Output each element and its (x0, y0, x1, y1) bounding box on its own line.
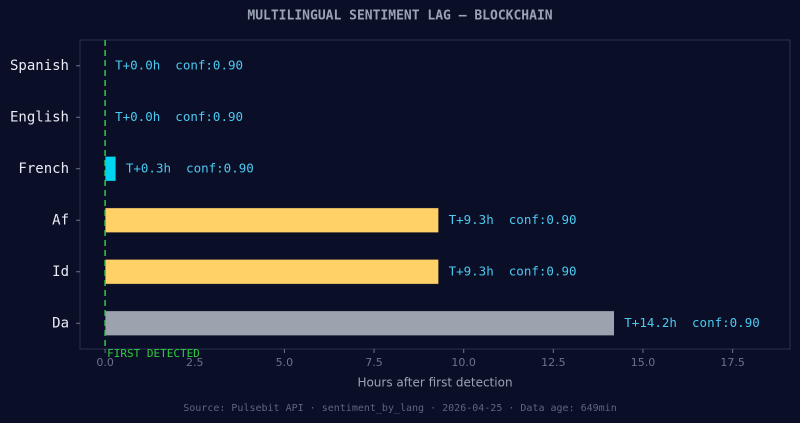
x-tick-label: 10.0 (451, 356, 476, 369)
bar (104, 156, 117, 182)
footer: Source: Pulsebit API · sentiment_by_lang… (183, 403, 616, 414)
bar (104, 310, 615, 336)
y-tick-label: Id (52, 264, 69, 280)
x-tick-label: 7.5 (365, 356, 383, 369)
value-label: T+9.3h conf:0.90 (449, 263, 577, 278)
y-tick-label: French (18, 161, 69, 177)
y-tick-label: English (10, 109, 69, 125)
x-tick-label: 15.0 (631, 356, 656, 369)
bar (104, 259, 439, 285)
bar (104, 207, 439, 233)
y-tick-label: Spanish (10, 58, 69, 74)
x-tick-label: 2.5 (186, 356, 204, 369)
x-tick-label: 5.0 (276, 356, 294, 369)
x-tick-label: 0.0 (96, 356, 114, 369)
x-axis-label: Hours after first detection (357, 376, 512, 390)
value-label: T+9.3h conf:0.90 (449, 212, 577, 227)
value-label: T+14.2h conf:0.90 (624, 315, 759, 330)
y-tick-label: Af (52, 212, 69, 228)
x-tick-label: 12.5 (541, 356, 566, 369)
value-label: T+0.0h conf:0.90 (115, 109, 243, 124)
reference-label: FIRST DETECTED (107, 347, 200, 360)
value-label: T+0.3h conf:0.90 (126, 160, 254, 175)
plot-area (79, 39, 791, 350)
value-label: T+0.0h conf:0.90 (115, 57, 243, 72)
x-tick-label: 17.5 (720, 356, 745, 369)
y-tick-label: Da (52, 315, 69, 331)
chart-title: MULTILINGUAL SENTIMENT LAG — BLOCKCHAIN (247, 9, 552, 24)
